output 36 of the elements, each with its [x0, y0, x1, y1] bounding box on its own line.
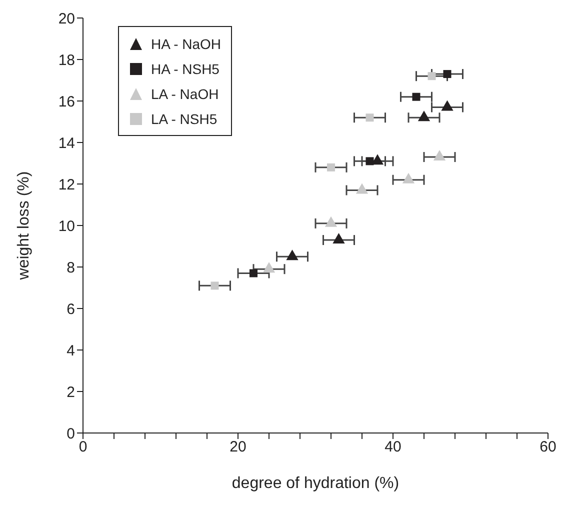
point	[356, 183, 368, 194]
point	[433, 150, 446, 161]
y-axis-title: weight loss (%)	[16, 171, 33, 281]
legend-label: LA - NaOH	[151, 84, 219, 104]
point	[441, 100, 454, 111]
point	[324, 216, 338, 227]
y-tick-label: 4	[66, 342, 75, 360]
x-tick-label: 20	[230, 438, 246, 456]
point	[327, 163, 335, 172]
x-tick-label: 60	[540, 438, 556, 456]
point	[366, 114, 374, 122]
y-tick-label: 2	[66, 384, 75, 401]
y-tick-label: 18	[58, 52, 75, 69]
y-tick-label: 8	[66, 259, 75, 276]
point	[262, 262, 276, 273]
point	[402, 172, 415, 184]
point	[332, 233, 345, 244]
point	[418, 110, 430, 122]
y-tick-label: 12	[58, 176, 75, 194]
y-tick-label: 16	[58, 93, 75, 110]
y-tick-label: 6	[66, 300, 75, 318]
x-tick-label: 0	[78, 438, 88, 456]
legend-label: LA - NSH5	[151, 110, 218, 128]
y-tick-label: 10	[58, 218, 75, 235]
point	[366, 157, 374, 166]
legend-label: HA - NaOH	[151, 34, 222, 54]
x-tick-label: 40	[384, 438, 402, 456]
y-tick-label: 14	[58, 134, 75, 152]
legend-label: HA - NSH5	[151, 60, 220, 78]
point	[412, 92, 420, 101]
point	[428, 72, 436, 80]
point	[443, 70, 452, 78]
point	[286, 250, 298, 260]
y-tick-label: 0	[66, 425, 75, 442]
y-tick-label: 20	[58, 10, 75, 28]
x-axis-title: degree of hydration (%)	[232, 475, 400, 492]
